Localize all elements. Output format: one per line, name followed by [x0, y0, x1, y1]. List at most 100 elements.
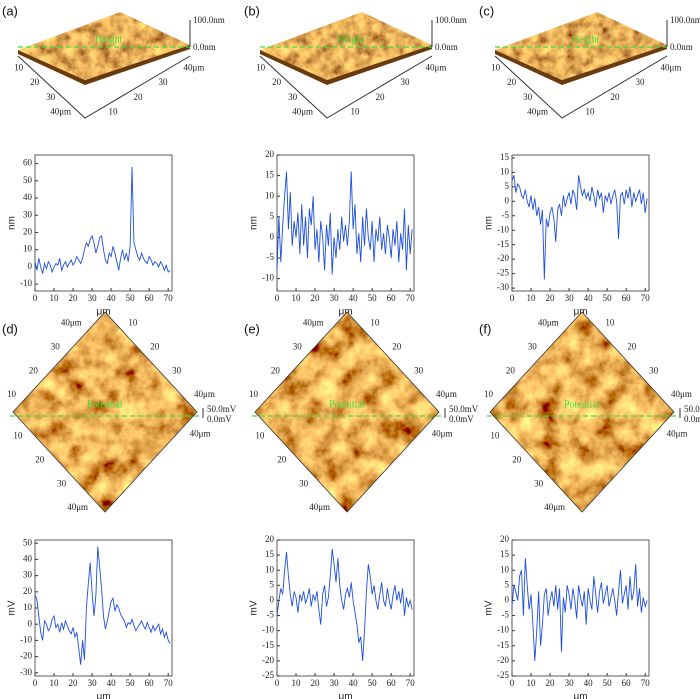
potential-map: [13, 312, 197, 512]
panel-label: (e): [244, 321, 260, 336]
plot-frame: [511, 539, 650, 677]
y-tick-label: 20: [23, 227, 33, 237]
axis-label: 30: [46, 92, 56, 102]
z-label: 50.0mV: [207, 404, 237, 414]
axis-label: 20: [507, 77, 517, 87]
axis-label: 20: [134, 92, 144, 102]
z-label: 0.0nm: [193, 42, 216, 52]
edge-label: 40μm: [544, 502, 565, 512]
y-axis-label: nm: [249, 216, 260, 230]
y-tick-label: 30: [23, 209, 33, 219]
y-tick-label: 40: [23, 192, 33, 202]
z-label: 100.0nm: [435, 15, 467, 25]
axis-label: 30: [288, 92, 298, 102]
edge-label: 30: [649, 365, 659, 375]
axis-label: 10: [351, 107, 361, 117]
plot-frame: [276, 539, 415, 677]
y-tick-label: -20: [497, 253, 509, 263]
y-tick-label: 40: [23, 553, 33, 563]
axis-label: 40μm: [661, 62, 682, 72]
axis-label: 30: [159, 77, 169, 87]
edge-label: 10: [128, 318, 138, 328]
z-label: 0.0mV: [449, 414, 474, 424]
z-label: 0.0nm: [435, 42, 458, 52]
x-tick-label: 50: [368, 293, 378, 303]
axis-label: 10: [14, 62, 24, 72]
surface-side: [495, 45, 667, 85]
x-axis-label: μm: [96, 692, 110, 699]
surface-side: [260, 45, 432, 85]
y-tick-label: 5: [270, 579, 275, 589]
x-tick-label: 30: [88, 293, 98, 303]
y-tick-label: -20: [497, 655, 509, 665]
edge-label: 40μm: [538, 318, 559, 328]
x-tick-label: 50: [368, 678, 378, 688]
edge-label: 20: [271, 365, 281, 375]
channel-label: Height: [572, 34, 599, 45]
x-tick-label: 10: [292, 293, 302, 303]
z-label: 100.0nm: [193, 15, 225, 25]
edge-label: 40μm: [61, 318, 82, 328]
y-tick-label: -10: [262, 273, 274, 283]
y-tick-label: -15: [262, 640, 274, 650]
edge-label: 30: [293, 342, 303, 352]
x-tick-label: 0: [510, 678, 515, 688]
y-tick-label: 0: [270, 595, 275, 605]
axis-label: 10: [491, 62, 501, 72]
x-tick-label: 20: [311, 293, 321, 303]
edge-label: 20: [627, 342, 637, 352]
y-tick-label: 10: [500, 166, 510, 176]
edge-label: 30: [299, 478, 309, 488]
x-tick-label: 60: [145, 678, 155, 688]
y-tick-label: 50: [23, 537, 33, 547]
x-axis-label: μm: [573, 692, 587, 699]
axis-label: 40μm: [184, 62, 205, 72]
x-tick-label: 20: [69, 678, 79, 688]
edge-label: 10: [490, 431, 500, 441]
x-tick-label: 40: [107, 678, 117, 688]
x-tick-label: 20: [546, 678, 556, 688]
y-tick-label: 20: [500, 534, 510, 544]
axis-label: 30: [636, 77, 646, 87]
y-tick-label: -15: [497, 640, 509, 650]
y-tick-label: 10: [265, 564, 275, 574]
x-tick-label: 50: [126, 293, 136, 303]
x-tick-label: 70: [641, 293, 651, 303]
base-axes: [259, 55, 433, 119]
y-tick-label: -5: [267, 252, 275, 262]
x-tick-label: 10: [50, 293, 60, 303]
channel-label: Potential: [87, 399, 123, 410]
y-tick-label: 5: [505, 181, 510, 191]
edge-label: 40μm: [309, 502, 330, 512]
surface-texture: [18, 12, 190, 80]
axis-label: 30: [523, 92, 533, 102]
edge-label: 40μm: [667, 429, 688, 439]
y-tick-label: 0: [505, 595, 510, 605]
axis-label: 40μm: [292, 107, 313, 117]
x-tick-label: 30: [88, 678, 98, 688]
plot-frame: [34, 539, 173, 677]
z-label: 100.0nm: [670, 15, 700, 25]
data-line: [511, 558, 648, 661]
channel-label: Height: [95, 34, 122, 45]
edge-label: 30: [51, 342, 61, 352]
edge-label: 20: [512, 455, 522, 465]
axis-label: 40μm: [527, 107, 548, 117]
axis-label: 40μm: [50, 107, 71, 117]
y-axis-label: mV: [249, 600, 260, 615]
y-tick-label: 60: [23, 158, 33, 168]
edge-label: 40μm: [671, 389, 692, 399]
y-axis-label: mV: [484, 600, 495, 615]
channel-label: Potential: [564, 399, 600, 410]
x-tick-label: 20: [311, 678, 321, 688]
edge-label: 40μm: [436, 389, 457, 399]
x-tick-label: 70: [164, 293, 174, 303]
map-outline: [254, 311, 440, 513]
x-axis-label: μm: [338, 692, 352, 699]
edge-label: 40μm: [432, 429, 453, 439]
x-tick-label: 10: [527, 678, 537, 688]
x-tick-label: 40: [584, 293, 594, 303]
panel-label: (f): [479, 321, 491, 336]
channel-label: Potential: [329, 399, 365, 410]
edge-label: 20: [150, 342, 160, 352]
